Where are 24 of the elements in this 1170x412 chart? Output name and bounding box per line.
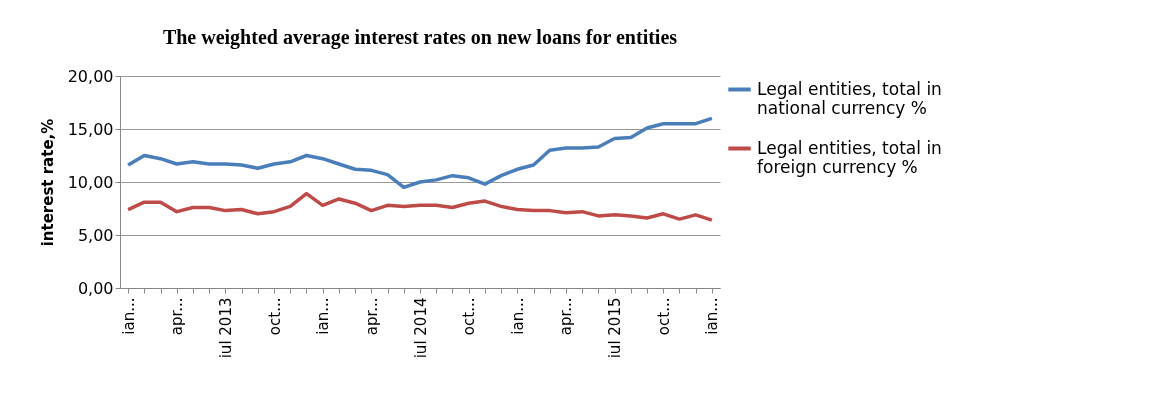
x-tick-label: apr... xyxy=(168,297,187,336)
x-tick-label: apr... xyxy=(557,297,576,336)
x-tick-label: ian... xyxy=(703,297,722,335)
y-tick-label: 5,00 xyxy=(77,225,114,245)
x-tick-label: ian... xyxy=(119,297,138,335)
y-tick-label: 10,00 xyxy=(67,172,114,192)
line-series xyxy=(126,191,714,222)
y-tick-label: 15,00 xyxy=(67,119,114,139)
x-tick-label: ian... xyxy=(508,297,527,335)
x-tick-label: oct... xyxy=(265,297,284,336)
x-tick-label: iul 2015 xyxy=(606,297,625,359)
x-tick-label: iul 2013 xyxy=(216,297,235,359)
y-tick-label: 0,00 xyxy=(77,278,114,298)
line-series xyxy=(126,116,714,190)
y-tick-label: 20,00 xyxy=(67,66,114,86)
legend-label: Legal entities, total in national currency % xyxy=(757,78,942,118)
x-tick-label: iul 2014 xyxy=(411,297,430,359)
x-tick-label: oct... xyxy=(460,297,479,336)
y-axis-title: interest rate,% xyxy=(38,118,57,247)
x-tick-label: apr... xyxy=(362,297,381,336)
x-tick-label: ian... xyxy=(314,297,333,335)
x-tick-label: oct... xyxy=(654,297,673,336)
chart-title: The weighted average interest rates on new loans for entities xyxy=(162,26,678,49)
legend-label: Legal entities, total in foreign currency % xyxy=(757,137,942,177)
